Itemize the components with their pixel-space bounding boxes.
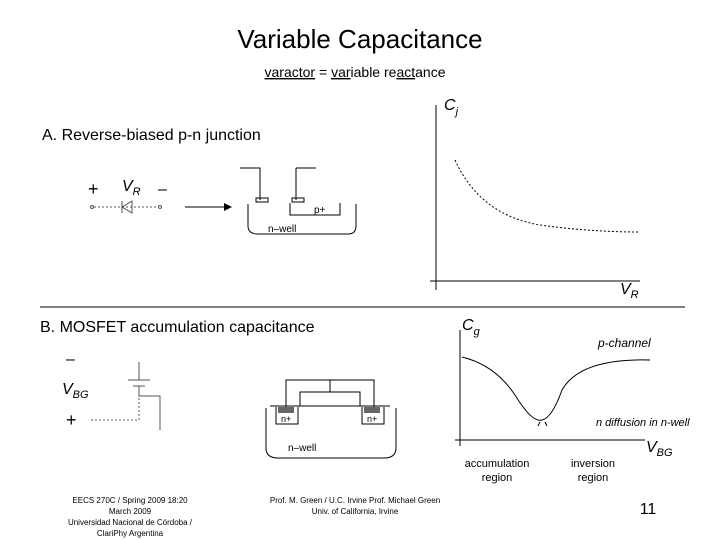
plus-sign: + <box>66 410 77 430</box>
footer-text: Universidad Nacional de Córdoba / <box>68 518 193 527</box>
footer-text: Prof. M. Green / U.C. Irvine Prof. Micha… <box>270 496 440 505</box>
well-label: n–well <box>268 224 296 235</box>
pn-device <box>240 167 357 235</box>
subtitle-part: = <box>315 64 331 80</box>
annotation: n diffusion in n-well <box>596 417 690 429</box>
axis-label: VBG <box>646 439 673 459</box>
well-label: n–well <box>288 443 316 454</box>
title: Variable Capacitance <box>237 24 482 54</box>
axis-label: Cg <box>462 317 481 338</box>
mos-device <box>265 379 397 459</box>
axis-subscript: BG <box>657 447 673 459</box>
footer-text: ClariPhy Argentina <box>97 529 164 538</box>
subtitle-part: var <box>331 64 351 80</box>
minus-sign: – <box>158 181 167 198</box>
region-label: region <box>578 472 609 484</box>
voltage-label: V <box>62 381 74 398</box>
diffusion-label: n+ <box>281 414 291 424</box>
footer-text: Univ. of California, Irvine <box>312 507 399 516</box>
subtitle-part: varactor <box>265 64 316 80</box>
section-heading: A. Reverse-biased p-n junction <box>42 127 261 144</box>
footer-text: March 2009 <box>109 507 152 516</box>
axis-label: VR <box>620 281 639 301</box>
diode-circuit <box>90 200 162 214</box>
axis-label: C <box>462 317 474 334</box>
battery-circuit <box>90 362 161 430</box>
voltage-label: VBG <box>62 381 89 401</box>
voltage-subscript: R <box>133 186 141 198</box>
page-number: 11 <box>640 501 657 518</box>
subtitle-part: ance <box>415 64 446 80</box>
arrow <box>185 203 232 211</box>
region-label: region <box>482 472 513 484</box>
annotation: p-channel <box>597 336 651 350</box>
plus-sign: + <box>88 179 99 199</box>
axis-label: Cj <box>444 97 459 118</box>
subtitle: varactor = variable reactance <box>265 64 446 80</box>
axis-subscript: g <box>474 326 481 338</box>
subtitle-part: act <box>396 64 415 80</box>
diffusion-label: n+ <box>367 414 377 424</box>
cj-graph <box>430 105 641 290</box>
diffusion-label: p+ <box>314 205 326 216</box>
axis-subscript: R <box>631 289 639 301</box>
axis-label: V <box>646 439 658 456</box>
footer-text: EECS 270C / Spring 2009 18:20 <box>72 496 188 505</box>
voltage-label: VR <box>122 178 141 198</box>
axis-subscript: j <box>454 106 459 118</box>
region-label: inversion <box>571 458 615 470</box>
voltage-label: V <box>122 178 134 195</box>
axis-label: C <box>444 97 456 114</box>
subtitle-part: iable re <box>351 64 397 80</box>
minus-sign: – <box>66 351 75 368</box>
axis-label: V <box>620 281 632 298</box>
region-label: accumulation <box>465 458 530 470</box>
section-heading: B. MOSFET accumulation capacitance <box>40 319 315 336</box>
voltage-subscript: BG <box>73 389 89 401</box>
cg-graph <box>455 330 651 446</box>
